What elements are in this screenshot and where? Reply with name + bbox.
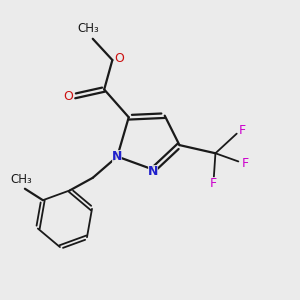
Text: F: F [241, 157, 248, 169]
Text: F: F [210, 177, 218, 190]
Text: N: N [148, 165, 158, 178]
Text: CH₃: CH₃ [77, 22, 99, 35]
Text: O: O [63, 89, 73, 103]
Text: CH₃: CH₃ [11, 173, 32, 186]
Text: O: O [114, 52, 124, 65]
Text: F: F [239, 124, 246, 137]
Text: N: N [112, 150, 122, 163]
